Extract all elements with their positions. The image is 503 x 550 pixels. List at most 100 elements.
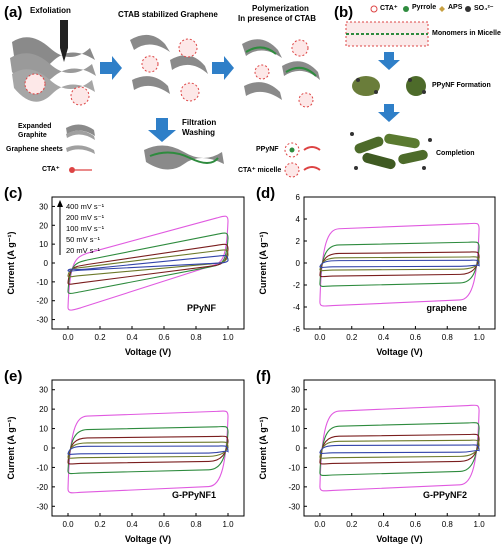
legend-right-icons xyxy=(284,142,321,178)
step-polymerization: Polymerization xyxy=(252,4,309,13)
cv-curve xyxy=(319,259,480,269)
y-tick-label: -20 xyxy=(36,483,48,492)
x-tick-label: 0.2 xyxy=(346,333,358,342)
x-tick-label: 1.0 xyxy=(222,333,234,342)
chart-f-gppynf2: (f) 0.0 0.2 0.4 0.6 0.8 1.0 -30 -20 -10 0 10 20 30 Vo… xyxy=(252,366,503,550)
chart-c-svg: 0.0 0.2 0.4 0.6 0.8 1.0 -30 -20 -10 0 10 20 30 Voltag… xyxy=(6,196,245,357)
completion-illustration xyxy=(350,132,432,170)
legend-so4: SO₄²⁻ xyxy=(474,5,494,12)
y-axis-label: Current (A g⁻¹) xyxy=(6,417,16,480)
x-axis-label: Voltage (V) xyxy=(376,534,422,544)
washing-label: Washing xyxy=(182,128,216,137)
y-tick-label: -30 xyxy=(36,502,48,511)
cv-curve xyxy=(67,441,229,459)
cv-curve xyxy=(67,435,229,465)
legend-graphite: Graphite xyxy=(18,132,47,139)
chart-d-graphene: (d) 0.0 0.2 0.4 0.6 0.8 1.0 -6 -4 -2 0 2 4 6 Voltage … xyxy=(252,183,503,363)
x-tick-label: 0.4 xyxy=(378,333,390,342)
sample-annotation: G-PPyNF2 xyxy=(423,490,467,500)
y-tick-label: 10 xyxy=(39,240,48,249)
x-tick-label: 0.0 xyxy=(62,520,74,529)
legend-entry: 200 mV s⁻¹ xyxy=(66,213,105,222)
x-axis-label: Voltage (V) xyxy=(376,347,422,357)
cv-curve xyxy=(319,444,480,455)
y-tick-label: 20 xyxy=(291,405,300,414)
y-tick-label: -20 xyxy=(36,297,48,306)
cv-curve xyxy=(67,425,229,475)
cv-curve xyxy=(67,232,229,294)
chart-c-ppynf: (c) 0.0 0.2 0.4 0.6 0.8 1.0 -30 -20 -10 0 10 20 30 Vo… xyxy=(0,183,252,363)
ppynf-formation-illustration xyxy=(352,76,426,96)
legend-entry: 100 mV s⁻¹ xyxy=(66,224,105,233)
x-tick-label: 1.0 xyxy=(474,520,486,529)
step-in-presence: In presence of CTAB xyxy=(238,14,317,23)
chart-f-svg: 0.0 0.2 0.4 0.6 0.8 1.0 -30 -20 -10 0 10 20 30 Voltag… xyxy=(258,379,496,544)
y-tick-label: 10 xyxy=(291,425,300,434)
chart-e-svg: 0.0 0.2 0.4 0.6 0.8 1.0 -30 -20 -10 0 10 20 30 Voltag… xyxy=(6,379,245,544)
legend-entry: 20 mV s⁻¹ xyxy=(66,246,100,255)
arrow-down-icon xyxy=(148,118,176,142)
y-tick-label: -20 xyxy=(288,483,300,492)
y-tick-label: -2 xyxy=(293,281,301,290)
x-tick-label: 0.4 xyxy=(126,333,138,342)
x-tick-label: 0.8 xyxy=(442,520,454,529)
exfoliation-tip xyxy=(60,20,68,48)
x-axis-label: Voltage (V) xyxy=(125,347,171,357)
cv-curve xyxy=(319,256,480,272)
legend-pyrrole: Pyrrole xyxy=(412,4,437,11)
y-axis-label: Current (A g⁻¹) xyxy=(258,417,268,480)
panel-b-drawing xyxy=(345,5,471,170)
legend-cta-b: CTA⁺ xyxy=(380,5,398,12)
cv-curve xyxy=(67,243,229,285)
panel-a-schematic: (a) xyxy=(0,0,330,180)
legend-expanded: Expanded xyxy=(18,123,52,130)
arrow-down-icon xyxy=(378,104,400,122)
x-tick-label: 1.0 xyxy=(222,520,234,529)
cv-curve xyxy=(319,422,480,477)
x-tick-label: 0.6 xyxy=(158,333,170,342)
x-tick-label: 0.6 xyxy=(410,520,422,529)
chart-d-svg: 0.0 0.2 0.4 0.6 0.8 1.0 -6 -4 -2 0 2 4 6 Voltage (V) C… xyxy=(258,193,496,357)
cv-curve xyxy=(67,445,229,456)
cv-curve xyxy=(67,254,229,272)
x-tick-label: 0.0 xyxy=(314,333,326,342)
panel-e-label: (e) xyxy=(4,368,23,385)
chart-e-gppynf1: (e) 0.0 0.2 0.4 0.6 0.8 1.0 -30 -20 -10 0 10 20 30 Vo… xyxy=(0,366,252,550)
step-exfoliation: Exfoliation xyxy=(30,6,71,15)
y-tick-label: -10 xyxy=(288,463,300,472)
panel-d-label: (d) xyxy=(256,185,276,202)
expanded-graphite-illustration xyxy=(10,37,96,106)
y-tick-label: -30 xyxy=(36,316,48,325)
x-tick-label: 0.4 xyxy=(378,520,390,529)
x-tick-label: 0.2 xyxy=(94,333,106,342)
x-axis-label: Voltage (V) xyxy=(125,534,171,544)
y-tick-label: -30 xyxy=(288,502,300,511)
sample-annotation: graphene xyxy=(426,303,467,313)
arrow-up-icon xyxy=(57,200,63,207)
y-tick-label: 30 xyxy=(39,386,48,395)
legend-cta: CTA⁺ xyxy=(42,166,60,173)
legend-left-icons xyxy=(66,124,95,173)
y-tick-label: 6 xyxy=(296,193,301,202)
cv-curve xyxy=(67,215,229,311)
arrow-down-icon xyxy=(378,52,400,70)
stage-completion: Completion xyxy=(436,150,475,157)
panel-f-label: (f) xyxy=(256,368,271,385)
product-illustration xyxy=(144,145,224,170)
cv-curve xyxy=(319,222,480,307)
legend-aps: APS xyxy=(448,4,463,11)
x-tick-label: 0.8 xyxy=(190,520,202,529)
panel-b-schematic: (b) CTA⁺ Pyrrole APS SO₄ xyxy=(332,0,503,180)
cv-curve xyxy=(319,433,480,465)
x-tick-label: 0.8 xyxy=(442,333,454,342)
y-tick-label: 0 xyxy=(44,444,49,453)
y-tick-label: 4 xyxy=(296,215,301,224)
cv-curve xyxy=(67,249,229,278)
arrow-right-icon xyxy=(100,56,122,80)
x-tick-label: 0.6 xyxy=(158,520,170,529)
cv-curve xyxy=(319,439,480,459)
legend-graphene-sheets: Graphene sheets xyxy=(6,146,63,153)
filtration-label: Filtration xyxy=(182,118,217,127)
cv-curve xyxy=(67,410,229,494)
y-tick-label: -4 xyxy=(293,303,301,312)
